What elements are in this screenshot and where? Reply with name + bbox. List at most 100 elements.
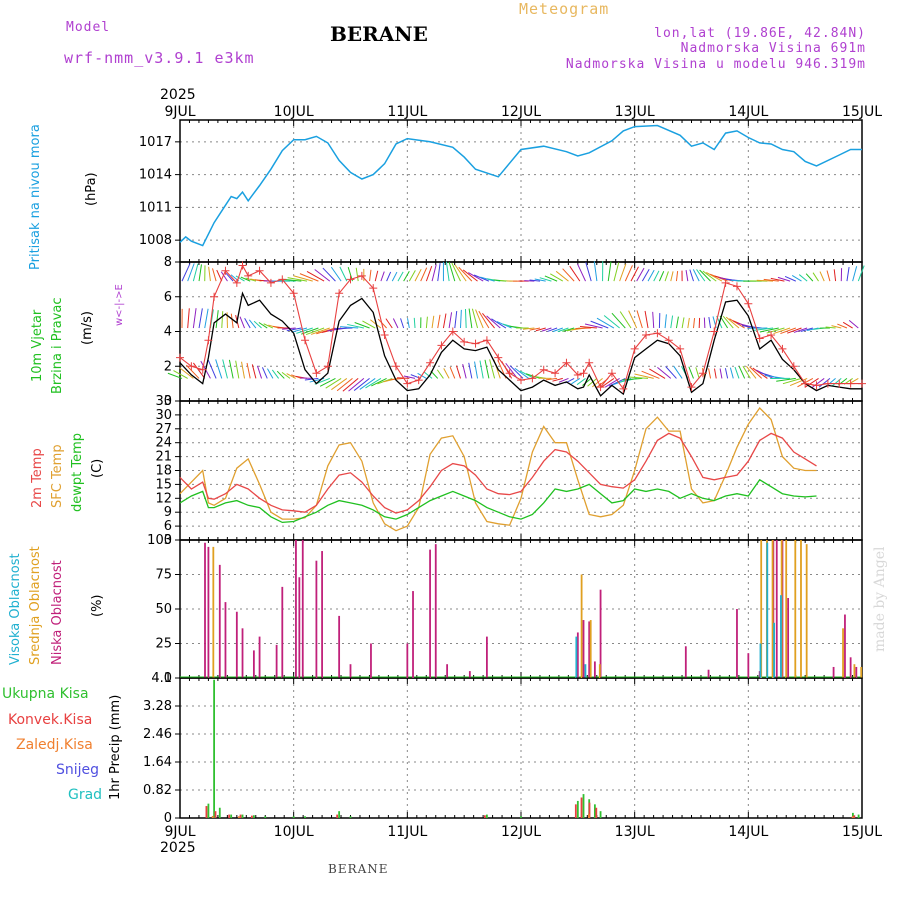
wind-arrow	[690, 270, 694, 281]
y-tick-label: 33	[155, 394, 172, 409]
wind-arrow	[628, 377, 648, 378]
wind-arrow	[665, 314, 666, 328]
wind-arrow	[188, 308, 190, 328]
y-tick-label: 1008	[139, 233, 172, 248]
wind-arrow	[608, 262, 611, 282]
y-tick-label: 21	[155, 450, 172, 465]
wind-arrow	[696, 367, 699, 378]
gust-marker	[472, 340, 480, 348]
wind-arrow	[455, 311, 457, 328]
bottom-x-tick-label: 12JUL	[501, 824, 541, 840]
wind-arrow	[217, 270, 222, 281]
wind-arrow	[370, 270, 371, 281]
wind-arrow	[671, 271, 673, 281]
wind-arrow	[604, 315, 619, 328]
y-tick-label: 4.1	[151, 671, 172, 686]
wind-arrow	[393, 318, 398, 328]
wind-arrow	[820, 272, 824, 282]
y-tick-label: 2.46	[143, 727, 172, 742]
gust-marker	[301, 336, 309, 344]
wind-arrow	[426, 266, 431, 281]
wind-arrow	[694, 318, 695, 328]
gust-marker	[580, 369, 588, 377]
wind-arrow	[209, 267, 211, 281]
wind-arrow	[229, 360, 233, 379]
wind-arrow	[645, 311, 648, 328]
y-tick-label: 50	[155, 602, 172, 617]
wind-arrow	[725, 368, 727, 378]
wind-arrow	[847, 267, 849, 281]
gust-marker	[426, 359, 434, 367]
wind-arrow	[208, 360, 216, 378]
gust-marker	[392, 362, 400, 370]
wind-arrow	[827, 270, 830, 281]
wind-arrow	[240, 317, 244, 328]
wind-arrow	[443, 314, 446, 328]
wind-arrow	[657, 367, 670, 378]
wind-arrow	[485, 360, 489, 379]
wind-arrow	[409, 270, 415, 281]
signature: made by Angel	[872, 547, 888, 653]
wind-arrow	[834, 269, 835, 281]
gust-marker	[483, 336, 491, 344]
wind-arrow	[456, 366, 460, 379]
wind-arrow	[465, 309, 466, 328]
y-tick-label: 12	[155, 491, 172, 506]
bottom-x-tick-label: 11JUL	[387, 824, 427, 840]
gust-marker	[517, 376, 525, 384]
wind-arrow	[586, 262, 591, 281]
y-tick-label: 9	[164, 505, 172, 520]
wind-arrow	[386, 319, 392, 328]
wind-arrow	[686, 270, 688, 281]
wind-arrow	[315, 270, 330, 282]
wind-arrow	[437, 370, 443, 379]
gust-marker	[676, 345, 684, 353]
y-tick-label: 8	[164, 255, 172, 270]
gust-marker	[381, 331, 389, 339]
wind-arrow	[853, 266, 857, 281]
wind-arrow	[398, 272, 403, 281]
wind-arrow	[463, 364, 466, 378]
y-tick-label: 1014	[139, 168, 172, 183]
gust-marker	[312, 369, 320, 377]
wind-arrow	[578, 264, 586, 281]
wind-arrow	[730, 368, 733, 379]
wind-arrow	[449, 312, 451, 328]
wind-arrow	[334, 328, 353, 329]
wind-arrow	[812, 378, 824, 387]
wind-arrow	[199, 264, 201, 281]
wind-arrow	[242, 362, 245, 379]
bottom-x-tick-label: 9JUL	[164, 824, 195, 840]
bottom-x-tick-label: 10JUL	[274, 824, 314, 840]
y-tick-label: 1017	[139, 135, 172, 150]
y-tick-label: 30	[155, 408, 172, 423]
temp2m-line	[180, 433, 817, 513]
wind-arrow	[252, 364, 256, 378]
wind-arrow	[245, 318, 251, 328]
gust-marker	[415, 376, 423, 384]
y-tick-label: 25	[155, 637, 172, 652]
wind-arrow	[262, 367, 267, 378]
top-x-tick-label: 14JUL	[728, 104, 768, 120]
top-x-tick-label: 15JUL	[842, 104, 882, 120]
wind-arrow	[449, 262, 455, 281]
gust-marker	[210, 293, 218, 301]
wind-arrow	[709, 368, 711, 378]
wind-arrow	[213, 268, 217, 281]
wind-arrow	[469, 363, 472, 379]
y-tick-label: 6	[164, 519, 172, 534]
wind-arrow	[620, 264, 626, 281]
wind-arrow	[620, 312, 631, 329]
wind-arrow	[426, 317, 427, 328]
gust-marker	[733, 282, 741, 290]
wind-arrow	[249, 320, 256, 328]
y-tick-label: 18	[155, 464, 172, 479]
wind-arrow	[642, 269, 649, 281]
y-tick-label: 0.82	[143, 783, 172, 798]
y-tick-label: 24	[155, 436, 172, 451]
y-tick-label: 6	[164, 290, 172, 305]
wind-arrow	[414, 318, 415, 328]
y-tick-label: 75	[155, 568, 172, 583]
gust-marker	[585, 359, 593, 367]
